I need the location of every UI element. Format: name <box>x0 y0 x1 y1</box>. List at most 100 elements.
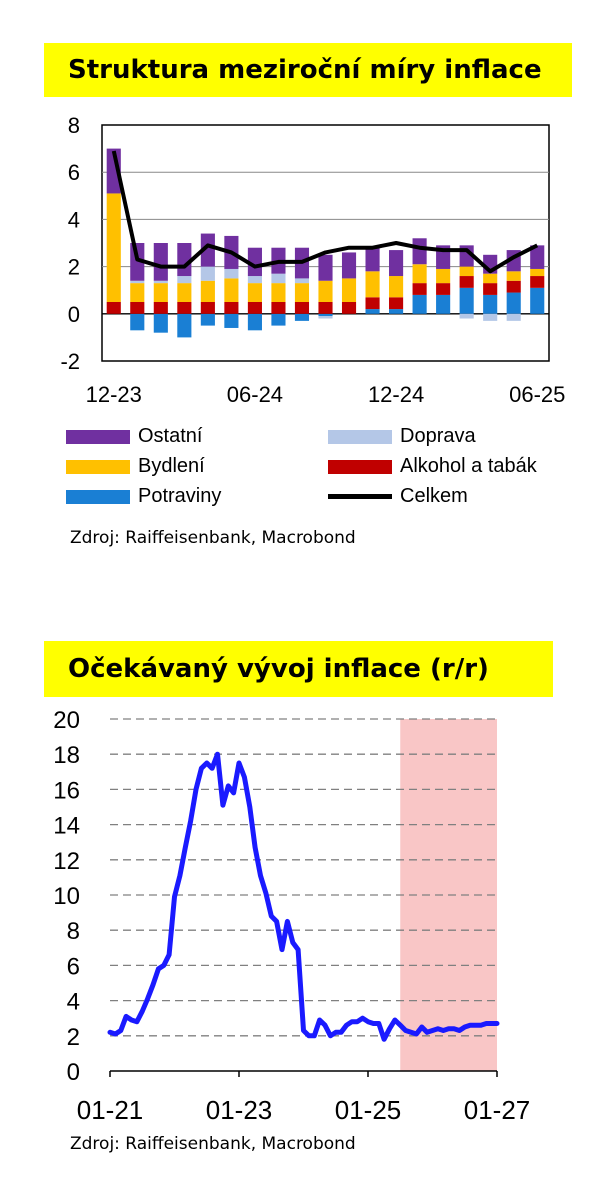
chart1-bar-segment <box>412 283 427 295</box>
chart1-bar-segment <box>483 273 498 284</box>
chart1-bar-segment <box>483 294 498 314</box>
chart1-total-line <box>111 150 539 274</box>
chart1-bar-segment <box>294 283 310 302</box>
chart2-x-tick-label: 01-25 <box>335 1095 402 1125</box>
chart2-x-tick-label: 01-23 <box>206 1095 273 1125</box>
chart1-bar-segment <box>200 313 215 326</box>
chart2-y-tick-label: 12 <box>53 848 80 875</box>
chart1-bar-segment <box>318 254 333 281</box>
chart1-bar-segment <box>177 276 192 284</box>
chart1-bar-segment <box>271 283 286 302</box>
legend-swatch-doprava <box>328 429 392 444</box>
chart2-y-tick-label: 20 <box>53 707 80 734</box>
chart1-y-tick-label: 2 <box>68 255 80 280</box>
chart2-source: Zdroj: Raiffeisenbank, Macrobond <box>70 1134 356 1154</box>
chart1-bar-segment <box>436 283 451 295</box>
chart1-y-tick-label: 0 <box>68 302 80 327</box>
chart1-y-tick-label: 6 <box>68 160 80 185</box>
chart2-x-tick-label: 01-21 <box>77 1095 144 1125</box>
chart1-bar-segment <box>341 252 357 279</box>
chart1-bar-segment <box>318 280 333 302</box>
chart1-bar-segment <box>365 297 380 310</box>
chart1-bar-segment <box>530 287 545 314</box>
chart1-bar-segment <box>412 264 427 284</box>
chart1-bar-segment <box>153 302 168 314</box>
legend-label-bydleni: Bydlení <box>138 455 205 477</box>
legend-swatch-alkohol <box>328 459 392 474</box>
legend-label-ostatni: Ostatní <box>138 425 203 447</box>
chart1-bar-segment <box>341 302 357 314</box>
chart1-bar-segment <box>506 313 521 321</box>
chart1-bar-segment <box>177 313 192 338</box>
chart1-y-tick-label: 4 <box>68 207 80 232</box>
chart1-y-tick-label: -2 <box>60 349 80 374</box>
chart1-title: Struktura meziroční míry inflace <box>44 43 572 97</box>
chart2-y-tick-label: 16 <box>53 777 80 804</box>
chart1-bar-segment <box>153 280 168 284</box>
chart2-y-tick-label: 18 <box>53 742 80 769</box>
chart1-bar-segment <box>318 313 333 317</box>
chart1-bar-segment <box>200 233 215 267</box>
chart1-bar-segment <box>271 302 286 314</box>
legend-label-doprava: Doprava <box>400 425 476 447</box>
legend-item-bydleni: Bydlení <box>66 455 205 478</box>
chart1-bar-segment <box>459 276 474 288</box>
chart1-bar-segment <box>271 313 286 326</box>
chart1-bar-segment <box>412 294 427 314</box>
chart2-y-tick-label: 6 <box>67 953 80 980</box>
chart1-bar-segment <box>247 313 262 331</box>
chart1-bar-segment <box>483 283 498 295</box>
chart1-bar-segment <box>106 193 121 302</box>
chart1-x-tick-label: 12-24 <box>368 382 424 407</box>
chart1-bar-segment <box>200 280 215 302</box>
chart1-bar-segment <box>224 313 239 328</box>
chart1-bar-segment <box>200 302 215 314</box>
chart1-frame <box>101 124 550 362</box>
chart1-bar-segment <box>506 271 521 281</box>
chart1-x-tick-label: 12-23 <box>86 382 142 407</box>
legend-item-alkohol: Alkohol a tabák <box>328 455 537 478</box>
chart2-y-tick-label: 4 <box>67 989 80 1016</box>
chart1-bar-segment <box>436 294 451 314</box>
chart1-bar-segment <box>341 278 357 302</box>
chart1-bar-segment <box>459 313 474 319</box>
legend-swatch-celkem <box>328 494 392 499</box>
chart1-bar-segment <box>530 268 545 277</box>
chart1-bar-segment <box>130 313 145 331</box>
chart1-bar-segment <box>247 247 262 277</box>
chart1-x-tick-label: 06-24 <box>227 382 283 407</box>
chart1-bar-segment <box>459 266 474 277</box>
chart1-bar-segment <box>247 283 262 302</box>
chart2-x-tick-label: 01-27 <box>464 1095 531 1125</box>
legend-swatch-ostatni <box>66 429 130 444</box>
chart1-bar-segment <box>389 276 404 298</box>
legend-swatch-potraviny <box>66 489 130 504</box>
chart1-bar-segment <box>365 271 380 298</box>
chart1-bar-segment <box>389 250 404 277</box>
chart2-inflation-line <box>107 751 500 1042</box>
chart2-title: Očekávaný vývoj inflace (r/r) <box>44 641 553 697</box>
chart2-plot: 0 2 4 6 8 10 12 14 16 18 20 01-21 01-23 01-25 01-27 <box>53 707 531 1125</box>
legend-swatch-bydleni <box>66 459 130 474</box>
chart2-y-tick-label: 10 <box>53 883 80 910</box>
chart1-y-tick-label: 8 <box>68 113 80 138</box>
chart1-bar-segment <box>389 297 404 310</box>
chart1-bar-segment <box>177 283 192 302</box>
chart1-bar-segment <box>294 278 310 284</box>
legend-item-ostatni: Ostatní <box>66 425 202 448</box>
chart1-bar-segment <box>318 302 333 314</box>
chart1-bar-segment <box>294 302 310 314</box>
chart1-legend: Ostatní Doprava Bydlení Alkohol a tabák … <box>66 425 586 521</box>
chart2-y-tick-label: 2 <box>67 1024 80 1051</box>
chart1-source: Zdroj: Raiffeisenbank, Macrobond <box>70 528 356 548</box>
chart1-bar-segment <box>530 276 545 288</box>
chart1-bar-segment <box>130 280 145 284</box>
chart1-bar-segment <box>224 302 239 314</box>
chart1-bar-segment <box>412 238 427 265</box>
chart2-y-tick-label: 0 <box>67 1059 80 1086</box>
chart1-bar-segment <box>530 245 545 269</box>
chart1-bar-segment <box>247 302 262 314</box>
chart1-bar-segment <box>389 309 404 314</box>
chart1-bar-segment <box>224 268 239 279</box>
chart1-bar-segment <box>318 316 333 319</box>
